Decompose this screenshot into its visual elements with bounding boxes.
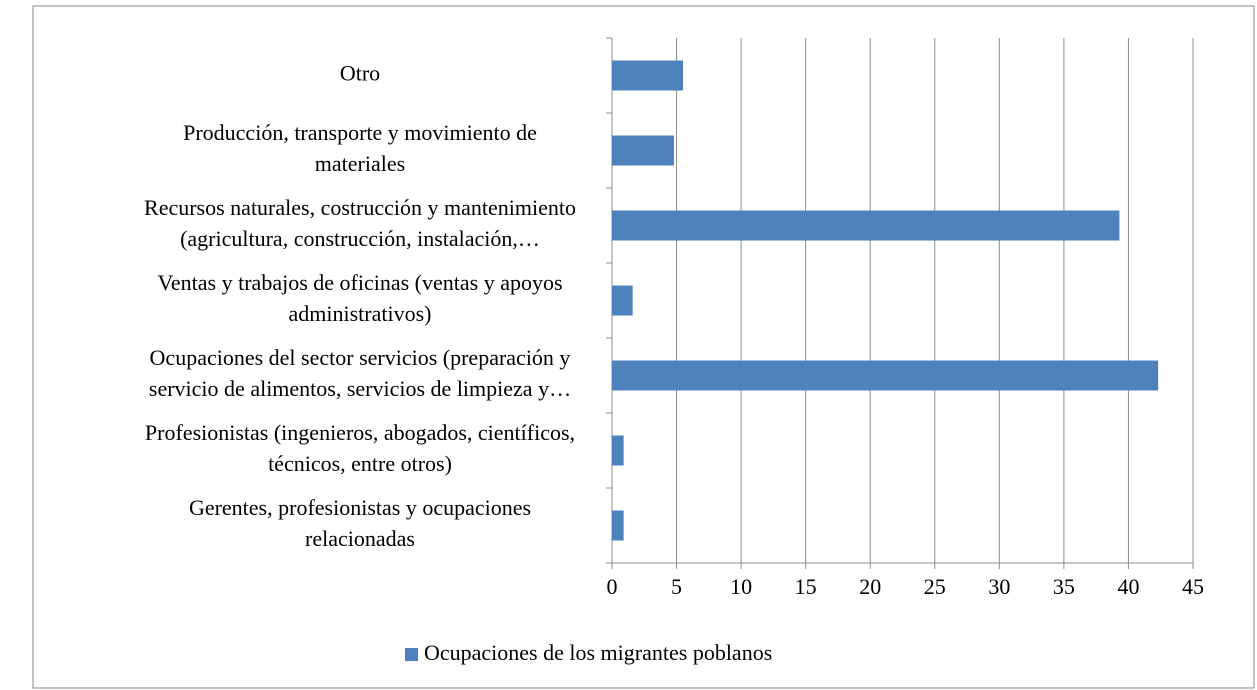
y-tick-label: Profesionistas (ingenieros, abogados, ci… <box>145 420 575 476</box>
bar <box>612 285 633 316</box>
x-tick-label: 20 <box>859 574 881 599</box>
x-tick-label: 35 <box>1053 574 1075 599</box>
x-tick-label: 40 <box>1117 574 1139 599</box>
y-tick-label: Otro <box>340 61 380 86</box>
legend-swatch <box>405 648 418 661</box>
x-tick-label: 0 <box>607 574 618 599</box>
chart-border <box>32 5 1255 689</box>
y-tick-label-line: relacionadas <box>305 526 415 551</box>
y-tick-label-line: técnicos, entre otros) <box>268 451 452 476</box>
bar <box>612 60 684 91</box>
y-tick-label: Producción, transporte y movimiento de ma… <box>183 120 537 176</box>
bar <box>612 135 674 166</box>
y-tick-label-line: Ventas y trabajos de oficinas (ventas y … <box>157 270 562 295</box>
y-tick-label: Gerentes, profesionistas y ocupaciones re… <box>189 495 531 551</box>
x-tick-label: 30 <box>988 574 1010 599</box>
x-tick-label: 15 <box>795 574 817 599</box>
y-tick-label: Ventas y trabajos de oficinas (ventas y … <box>157 270 562 326</box>
y-tick-label-line: Recursos naturales, costrucción y manten… <box>144 195 576 220</box>
bar <box>612 435 624 466</box>
x-tick-label: 10 <box>730 574 752 599</box>
y-tick-label-line: materiales <box>315 151 405 176</box>
y-tick-label-line: (agricultura, construcción, instalación,… <box>180 226 540 251</box>
y-tick-label-line: servicio de alimentos, servicios de limp… <box>149 376 571 401</box>
bar <box>612 210 1120 241</box>
x-tick-label: 45 <box>1182 574 1204 599</box>
x-tick-label: 5 <box>671 574 682 599</box>
y-tick-label-line: Profesionistas (ingenieros, abogados, ci… <box>145 420 575 445</box>
y-tick-label-line: Gerentes, profesionistas y ocupaciones <box>189 495 531 520</box>
y-tick-label-line: administrativos) <box>289 301 432 326</box>
x-tick-label: 25 <box>924 574 946 599</box>
y-tick-label-line: Ocupaciones del sector servicios (prepar… <box>150 345 571 370</box>
y-tick-label-line: Otro <box>340 61 380 86</box>
y-tick-label: Ocupaciones del sector servicios (prepar… <box>149 345 571 401</box>
y-tick-label-line: Producción, transporte y movimiento de <box>183 120 537 145</box>
y-tick-label: Recursos naturales, costrucción y manten… <box>144 195 576 251</box>
bar <box>612 360 1159 391</box>
legend-label: Ocupaciones de los migrantes poblanos <box>424 640 772 665</box>
bar <box>612 510 624 541</box>
